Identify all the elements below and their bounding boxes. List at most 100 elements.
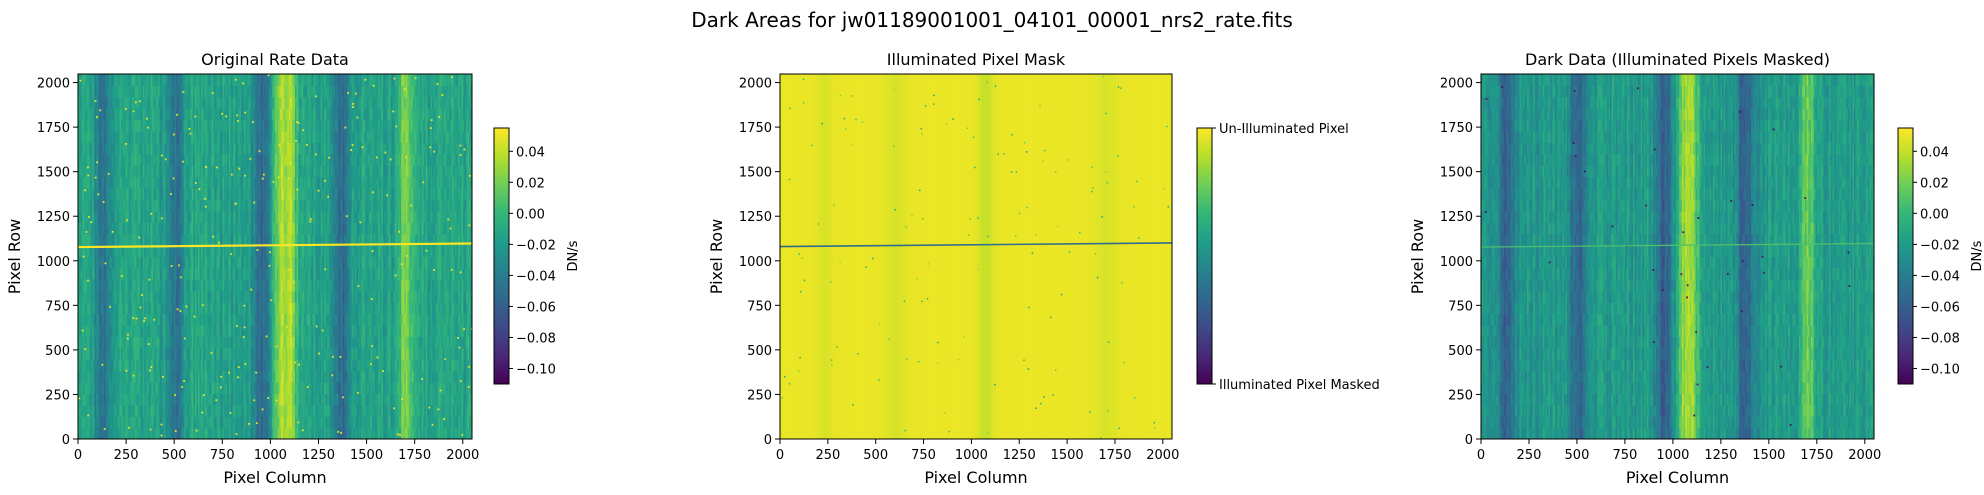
heatmap-cell	[168, 165, 171, 178]
heatmap-cell	[258, 302, 261, 315]
heatmap-cell	[188, 393, 191, 406]
heatmap-cell	[296, 210, 299, 223]
heatmap-cell	[204, 370, 207, 383]
heatmap-cell	[104, 324, 107, 337]
heatmap-cell	[78, 359, 81, 372]
heatmap-cell	[147, 290, 150, 303]
heatmap-cell	[236, 188, 239, 201]
heatmap-cell	[108, 85, 111, 98]
heatmap-cell	[94, 370, 98, 383]
heatmap-cell	[202, 176, 205, 189]
heatmap-cell	[181, 85, 184, 98]
heatmap-cell	[171, 393, 175, 406]
heatmap-cell	[138, 381, 141, 394]
heatmap-cell	[299, 85, 302, 98]
heatmap-cell	[218, 324, 221, 337]
heatmap-cell	[273, 381, 276, 394]
heatmap-cell	[276, 165, 279, 178]
heatmap-cell	[198, 233, 201, 246]
heatmap-cell	[84, 153, 87, 166]
heatmap-cell	[147, 85, 150, 98]
heatmap-cell	[98, 199, 101, 212]
heatmap-cell	[191, 370, 195, 383]
heatmap-cell	[270, 199, 273, 212]
heatmap-cell	[262, 416, 265, 429]
heatmap-cell	[199, 347, 202, 360]
heatmap-cell	[174, 267, 178, 280]
heatmap-cell	[121, 302, 124, 315]
heatmap-cell	[199, 74, 202, 87]
heatmap-cell	[116, 222, 119, 235]
heatmap-cell	[270, 245, 273, 258]
heatmap-cell	[188, 176, 191, 189]
heatmap-cell	[179, 313, 182, 326]
heatmap-cell	[161, 222, 164, 235]
heatmap-cell	[134, 347, 138, 360]
heatmap-cell	[84, 393, 87, 406]
heatmap-cell	[82, 210, 85, 223]
heatmap-cell	[101, 427, 104, 439]
heatmap-cell	[231, 142, 235, 155]
heatmap-cell	[151, 416, 155, 429]
heatmap-cell	[171, 85, 175, 98]
heatmap-cell	[251, 267, 255, 280]
heatmap-cell	[150, 302, 153, 315]
heatmap-cell	[262, 153, 265, 166]
heatmap-cell	[154, 222, 158, 235]
heatmap-cell	[268, 393, 271, 406]
heatmap-cell	[282, 370, 285, 383]
heatmap-cell	[84, 85, 87, 98]
heatmap-cell	[193, 427, 196, 439]
heatmap-cell	[154, 336, 158, 349]
heatmap-cell	[168, 416, 171, 429]
heatmap-cell	[201, 347, 204, 360]
heatmap-cell	[171, 210, 175, 223]
heatmap-cell	[91, 290, 94, 303]
heatmap-cell	[298, 347, 301, 360]
heatmap-cell	[118, 210, 121, 223]
heatmap-cell	[251, 302, 255, 315]
heatmap-cell	[316, 188, 319, 201]
heatmap-cell	[88, 393, 91, 406]
heatmap-cell	[110, 256, 113, 269]
heatmap-cell	[178, 131, 181, 144]
heatmap-cell	[224, 393, 227, 406]
heatmap-cell	[247, 153, 250, 166]
heatmap-cell	[236, 131, 239, 144]
heatmap-cell	[201, 96, 204, 109]
heatmap-cell	[170, 359, 173, 372]
heatmap-cell	[287, 336, 290, 349]
heatmap-cell	[276, 336, 279, 349]
heatmap-cell	[247, 416, 250, 429]
heatmap-cell	[191, 359, 195, 372]
heatmap-cell	[275, 85, 278, 98]
heatmap-cell	[207, 119, 210, 132]
heatmap-cell	[81, 256, 84, 269]
heatmap-cell	[128, 153, 131, 166]
heatmap-cell	[182, 381, 185, 394]
heatmap-cell	[156, 279, 159, 292]
heatmap-cell	[124, 359, 127, 372]
heatmap-cell	[99, 188, 102, 201]
heatmap-cell	[196, 119, 199, 132]
heatmap-cell	[287, 74, 290, 87]
heatmap-cell	[134, 290, 138, 303]
heatmap-cell	[231, 256, 235, 269]
heatmap-cell	[102, 256, 105, 269]
heatmap-cell	[302, 267, 305, 280]
heatmap-cell	[110, 222, 113, 235]
heatmap-cell	[108, 74, 111, 87]
heatmap-cell	[88, 176, 91, 189]
heatmap-cell	[194, 302, 198, 315]
heatmap-cell	[227, 176, 230, 189]
heatmap-cell	[87, 324, 90, 337]
heatmap-cell	[264, 324, 267, 337]
heatmap-cell	[224, 233, 227, 246]
heatmap-cell	[225, 74, 228, 87]
heatmap-cell	[311, 222, 315, 235]
heatmap-cell	[127, 165, 130, 178]
heatmap-cell	[239, 404, 242, 417]
heatmap-cell	[219, 313, 222, 326]
heatmap-cell	[142, 85, 145, 98]
heatmap-cell	[102, 188, 105, 201]
